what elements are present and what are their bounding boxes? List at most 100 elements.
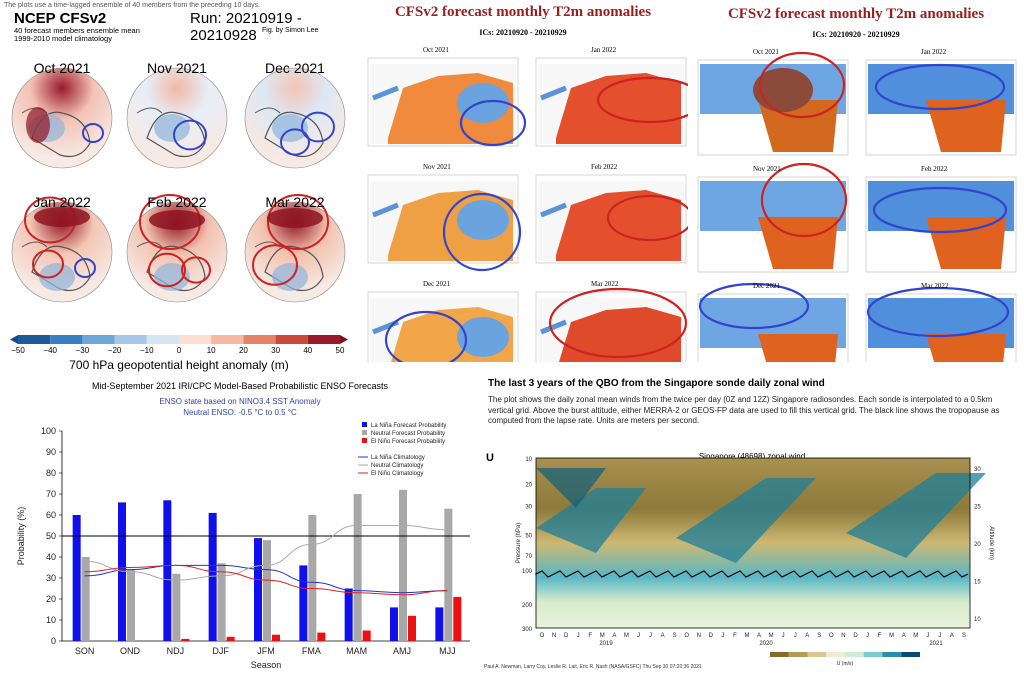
- colorbar-tick: −10: [140, 346, 154, 355]
- legend-label: La Niña Forecast Probability: [371, 423, 446, 429]
- bar-neutral: [263, 540, 271, 641]
- bar-neutral: [217, 563, 226, 641]
- t2m-map: [865, 59, 1017, 156]
- month-tick-label: F: [878, 633, 882, 639]
- annotation-circle: [874, 63, 1006, 111]
- legend-label: La Niña Climatology: [371, 455, 425, 461]
- warm-anomaly: [926, 217, 1006, 269]
- cold-anomaly: [372, 85, 399, 101]
- bar-neutral: [308, 515, 317, 641]
- month-tick-label: M: [889, 633, 894, 639]
- continent-outline: [21, 241, 48, 248]
- annotation-circle: [760, 162, 848, 238]
- bar-la-nina: [344, 588, 353, 641]
- t2m-map: [367, 57, 519, 147]
- bar-la-nina: [299, 565, 308, 641]
- t2m-europe-ics: ICs: 20210920 - 20210929: [479, 28, 567, 37]
- t2m-europe-panel: CFSv2 forecast monthly T2m anomalies ICs…: [358, 0, 688, 362]
- pressure-tick-label: 70: [525, 554, 532, 560]
- year-label: 2021: [929, 641, 943, 647]
- month-tick-label: A: [950, 633, 954, 639]
- colorbar-segment: [114, 335, 147, 344]
- y-tick-label: 40: [46, 552, 56, 562]
- colorbar-label: 700 hPa geopotential height anomaly (m): [69, 358, 289, 372]
- bar-el-nino: [272, 634, 280, 641]
- colorbar-tick: −20: [107, 346, 122, 355]
- legend-label: Neutral Climatology: [371, 463, 423, 469]
- wind-colorbar-segment: [770, 652, 789, 657]
- legend-label: El Niño Climatology: [371, 471, 423, 477]
- bar-la-nina: [254, 538, 262, 641]
- month-tick-label: A: [612, 633, 616, 639]
- x-tick-label: FMA: [302, 646, 321, 656]
- positive-anomaly-core: [26, 107, 50, 143]
- qbo-panel: The last 3 years of the QBO from the Sin…: [480, 362, 1024, 676]
- colorbar-segment: [146, 335, 179, 344]
- pressure-tick-label: 30: [525, 505, 532, 511]
- cold-anomaly: [372, 202, 399, 218]
- altitude-axis-label: Altitude (km): [988, 526, 994, 560]
- colorbar-arrow-low: [10, 335, 18, 344]
- enso-panel: Mid-September 2021 IRI/CPC Model-Based P…: [0, 375, 480, 676]
- annotation-circle: [32, 249, 64, 279]
- easterly-band: [536, 468, 606, 508]
- continent-outline: [136, 107, 163, 114]
- panel-letter: U: [486, 452, 494, 464]
- pressure-tick-label: 10: [525, 457, 532, 463]
- polar-month-label: Jan 2022: [33, 194, 91, 210]
- polar-disc: [126, 201, 228, 303]
- month-tick-label: O: [684, 633, 689, 639]
- wind-colorbar-segment: [901, 652, 920, 657]
- bar-el-nino: [226, 636, 235, 641]
- legend-label: Neutral Forecast Probability: [371, 431, 445, 437]
- colorbar-tick: 40: [303, 346, 313, 355]
- cfsv2-subtitle: 40 forecast members ensemble mean 1999-2…: [14, 26, 140, 43]
- annotation-circle: [148, 252, 186, 288]
- x-tick-label: OND: [120, 646, 141, 656]
- map-month-label: Oct 2021: [753, 48, 779, 56]
- map-month-label: Mar 2022: [591, 280, 619, 288]
- colorbar-segment: [82, 335, 115, 344]
- warm-anomaly: [926, 334, 1006, 362]
- colorbar-tick: 30: [271, 346, 281, 355]
- warm-anomaly: [758, 100, 838, 152]
- altitude-tick-label: 15: [974, 580, 981, 586]
- y-tick-label: 0: [51, 636, 56, 646]
- continent-outline: [264, 111, 324, 158]
- month-tick-label: O: [829, 633, 834, 639]
- y-tick-label: 60: [46, 510, 56, 520]
- y-tick-label: 70: [46, 489, 56, 499]
- polar-maps-svg: [11, 67, 346, 303]
- y-tick-label: 10: [46, 615, 56, 625]
- warm-anomaly: [556, 190, 681, 261]
- cold-anomaly: [540, 85, 567, 101]
- continent-outline: [264, 245, 324, 292]
- altitude-tick-label: 30: [974, 467, 981, 473]
- warm-anomaly: [926, 100, 1006, 152]
- strong-warm-anomaly: [753, 68, 813, 112]
- y-axis-label: Probability (%): [16, 507, 26, 566]
- pressure-tick-label: 50: [525, 534, 532, 540]
- polar-month-label: Nov 2021: [147, 60, 207, 76]
- month-tick-label: A: [757, 633, 761, 639]
- cold-anomaly: [457, 317, 509, 357]
- easterly-band: [676, 478, 816, 563]
- month-tick-label: D: [853, 633, 858, 639]
- wind-colorbar-segment: [882, 652, 902, 657]
- month-tick-label: F: [733, 633, 737, 639]
- annotation-circle: [173, 119, 207, 151]
- positive-anomaly-core: [34, 207, 90, 227]
- month-tick-label: O: [540, 633, 545, 639]
- pressure-tick-label: 20: [525, 483, 532, 489]
- polar-disc: [244, 201, 346, 303]
- negative-anomaly: [272, 263, 308, 291]
- t2m-namerica-title: CFSv2 forecast monthly T2m anomalies: [727, 6, 985, 22]
- colorbar-tick: −30: [75, 346, 90, 355]
- cold-anomaly: [540, 202, 567, 218]
- fig-credit: Fig. by Simon Lee: [262, 27, 319, 34]
- pressure-tick-label: 200: [522, 603, 533, 609]
- month-tick-label: N: [697, 633, 701, 639]
- month-tick-label: J: [926, 633, 929, 639]
- colorbar-segment: [307, 335, 340, 344]
- annotation-circle: [280, 128, 310, 156]
